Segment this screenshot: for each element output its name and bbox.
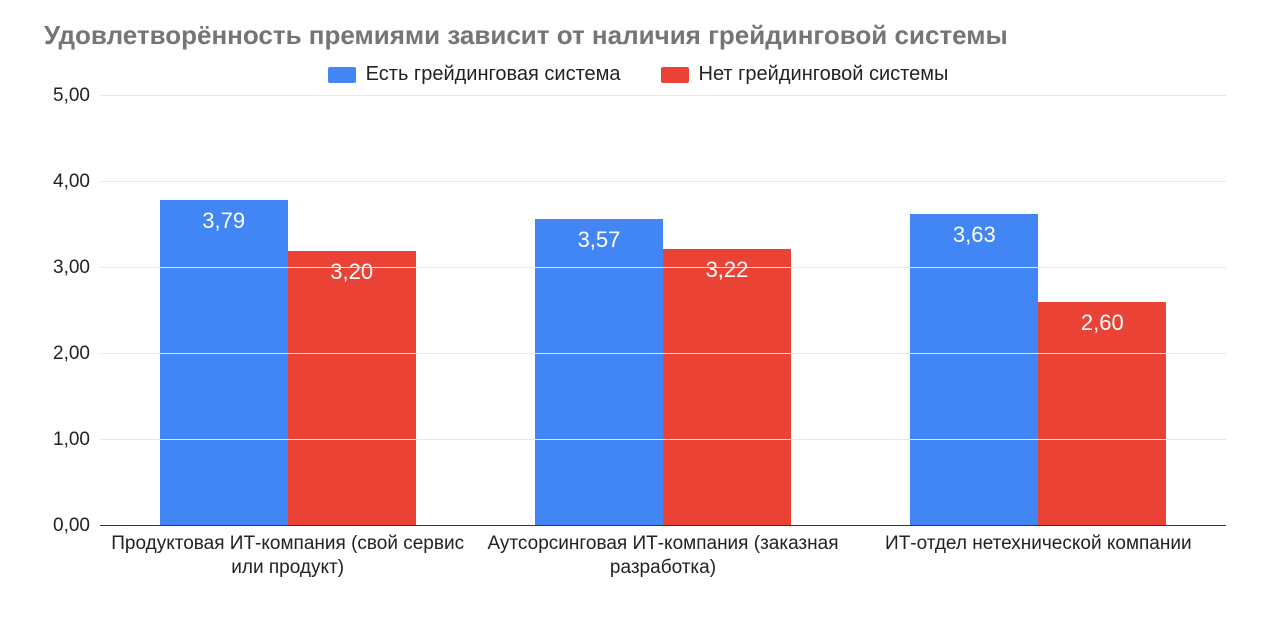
x-category-label: Продуктовая ИТ-компания (свой сервис или… [100,532,475,580]
grid-line [100,353,1226,354]
y-tick-label: 5,00 [38,85,90,107]
bar-value-label: 3,22 [706,257,749,283]
y-tick-label: 2,00 [38,343,90,365]
x-axis: Продуктовая ИТ-компания (свой сервис или… [100,532,1226,580]
bar: 3,57 [535,219,663,526]
legend-item-0: Есть грейдинговая система [328,63,621,86]
bar-value-label: 3,63 [953,222,996,248]
bar-value-label: 3,57 [578,227,621,253]
bar-group: 3,57 3,22 [475,96,850,526]
grid-line [100,95,1226,96]
bar-value-label: 2,60 [1081,310,1124,336]
chart-title: Удовлетворённость премиями зависит от на… [44,20,1246,51]
x-category-label: Аутсорсинговая ИТ-компания (заказная раз… [475,532,850,580]
grid-line [100,525,1226,526]
grid-line [100,267,1226,268]
legend-label-1: Нет грейдинговой системы [699,63,949,86]
bar: 3,22 [663,249,791,526]
plot-area: 3,793,203,573,223,632,60 0,001,002,003,0… [100,96,1226,526]
legend-swatch-0 [328,67,356,83]
legend: Есть грейдинговая система Нет грейдингов… [30,63,1246,86]
y-tick-label: 1,00 [38,429,90,451]
bar-value-label: 3,79 [202,208,245,234]
grid-line [100,439,1226,440]
y-tick-label: 3,00 [38,257,90,279]
bar: 3,79 [160,200,288,526]
y-tick-label: 4,00 [38,171,90,193]
bar: 2,60 [1038,302,1166,526]
y-tick-label: 0,00 [38,515,90,537]
grid-line [100,181,1226,182]
bar: 3,20 [288,251,416,526]
legend-item-1: Нет грейдинговой системы [661,63,949,86]
legend-label-0: Есть грейдинговая система [366,63,621,86]
legend-swatch-1 [661,67,689,83]
bar-group: 3,63 2,60 [851,96,1226,526]
bar-group: 3,79 3,20 [100,96,475,526]
bar: 3,63 [910,214,1038,526]
bars-layer: 3,79 3,20 3,57 3,22 3,63 2,60 [100,96,1226,526]
x-category-label: ИТ-отдел нетехнической компании [851,532,1226,580]
chart-container: Удовлетворённость премиями зависит от на… [0,0,1276,622]
bar-value-label: 3,20 [330,259,373,285]
